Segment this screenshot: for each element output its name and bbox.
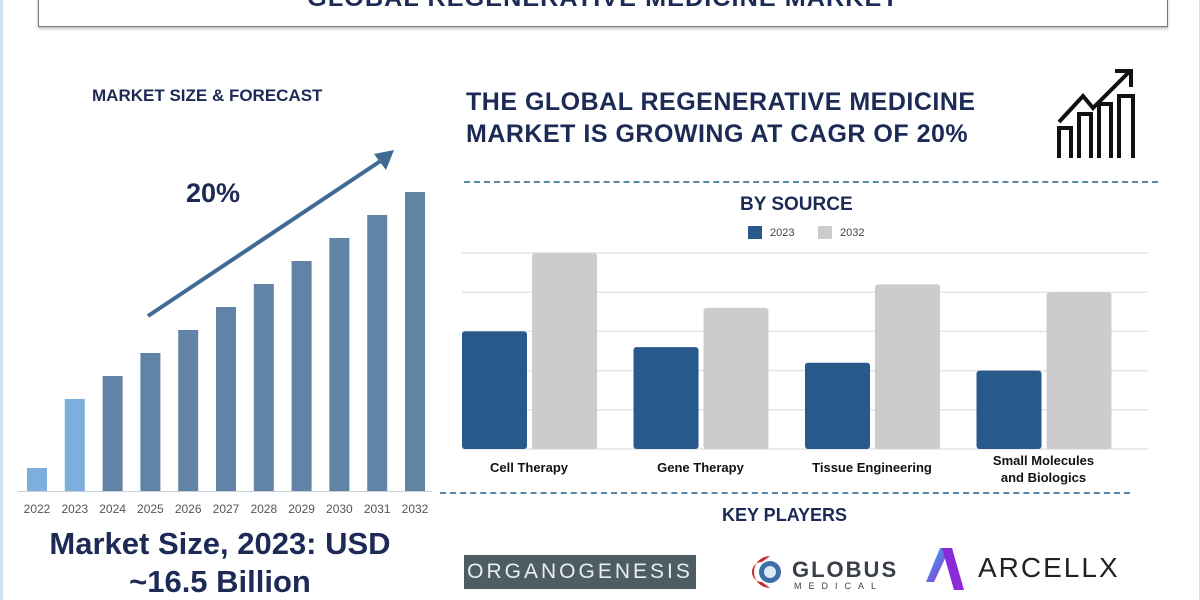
divider-top bbox=[464, 181, 1158, 183]
headline-line1: THE GLOBAL REGENERATIVE MEDICINE bbox=[466, 88, 976, 116]
headline-line2: MARKET IS GROWING AT CAGR OF 20% bbox=[466, 120, 969, 148]
year-label: 2024 bbox=[99, 502, 126, 516]
bar-2032-1 bbox=[703, 307, 769, 449]
year-label: 2029 bbox=[288, 502, 315, 516]
market-forecast-chart bbox=[18, 150, 432, 492]
divider-bottom bbox=[440, 492, 1130, 494]
market-size-line2: ~16.5 Billion bbox=[129, 564, 311, 599]
bar-2023-0 bbox=[462, 331, 527, 449]
year-label: 2023 bbox=[61, 502, 89, 516]
legend-label-2032: 2032 bbox=[840, 226, 865, 239]
globus-subtitle: MEDICAL bbox=[794, 581, 884, 591]
category-label: Small Molecules and Biologics bbox=[992, 453, 1095, 485]
bar-2029 bbox=[291, 261, 312, 491]
legend-2032: 2032 bbox=[818, 226, 864, 239]
globus-name: GLOBUS bbox=[792, 557, 899, 582]
growth-chart-icon bbox=[1057, 69, 1135, 158]
bar-2023-1 bbox=[633, 347, 699, 449]
bar-2032-2 bbox=[875, 284, 940, 449]
bar-2023-3 bbox=[976, 370, 1042, 449]
bar-2032-3 bbox=[1046, 292, 1112, 449]
year-label: 2026 bbox=[174, 502, 202, 516]
legend-swatch-2032 bbox=[818, 226, 832, 239]
year-label: 2025 bbox=[137, 502, 164, 516]
legend-2023: 2023 bbox=[748, 226, 794, 239]
category-label: Gene Therapy bbox=[657, 460, 744, 475]
year-label: 2032 bbox=[401, 502, 429, 516]
bar-2032-0 bbox=[532, 253, 597, 449]
bar-2024 bbox=[102, 376, 123, 491]
bar-2022 bbox=[27, 468, 47, 491]
arcellx-icon bbox=[926, 548, 964, 590]
market-size-line1: Market Size, 2023: USD bbox=[49, 526, 391, 561]
globus-icon bbox=[752, 556, 781, 588]
key-players-heading: KEY PLAYERS bbox=[722, 505, 848, 525]
category-label: Cell Therapy bbox=[489, 460, 569, 475]
bar-2028 bbox=[253, 284, 274, 491]
bar-2023-2 bbox=[805, 362, 870, 449]
bar-2030 bbox=[329, 238, 350, 491]
globus-medical-logo: GLOBUS MEDICAL bbox=[740, 552, 896, 597]
page-title: GLOBAL REGENERATIVE MEDICINE MARKET bbox=[11, 0, 1195, 11]
year-label: 2028 bbox=[250, 502, 278, 516]
bar-2025 bbox=[140, 353, 161, 491]
arcellx-logo: ARCELLX bbox=[978, 552, 1120, 583]
year-label: 2031 bbox=[363, 502, 391, 516]
arrow-head-icon bbox=[374, 150, 394, 170]
bar-2023 bbox=[64, 399, 85, 491]
market-forecast-heading: MARKET SIZE & FORECAST bbox=[92, 86, 323, 105]
category-label: Tissue Engineering bbox=[812, 460, 932, 475]
bar-2031 bbox=[367, 215, 388, 491]
growth-arrow bbox=[146, 154, 390, 318]
legend-swatch-2023 bbox=[748, 226, 762, 239]
by-source-title: BY SOURCE bbox=[740, 194, 853, 215]
organogenesis-logo: ORGANOGENESIS bbox=[464, 555, 696, 589]
headline: THE GLOBAL REGENERATIVE MEDICINE MARKET … bbox=[466, 86, 976, 150]
bar-2032 bbox=[405, 192, 425, 491]
bar-2027 bbox=[216, 307, 236, 491]
year-label: 2027 bbox=[212, 502, 240, 516]
title-banner: GLOBAL REGENERATIVE MEDICINE MARKET bbox=[38, 0, 1168, 27]
cagr-annotation: 20% bbox=[186, 178, 241, 208]
year-label: 2022 bbox=[23, 502, 51, 516]
by-source-chart bbox=[462, 252, 1148, 450]
bar-2026 bbox=[178, 330, 199, 491]
year-label: 2030 bbox=[326, 502, 353, 516]
legend-label-2023: 2023 bbox=[770, 226, 795, 239]
